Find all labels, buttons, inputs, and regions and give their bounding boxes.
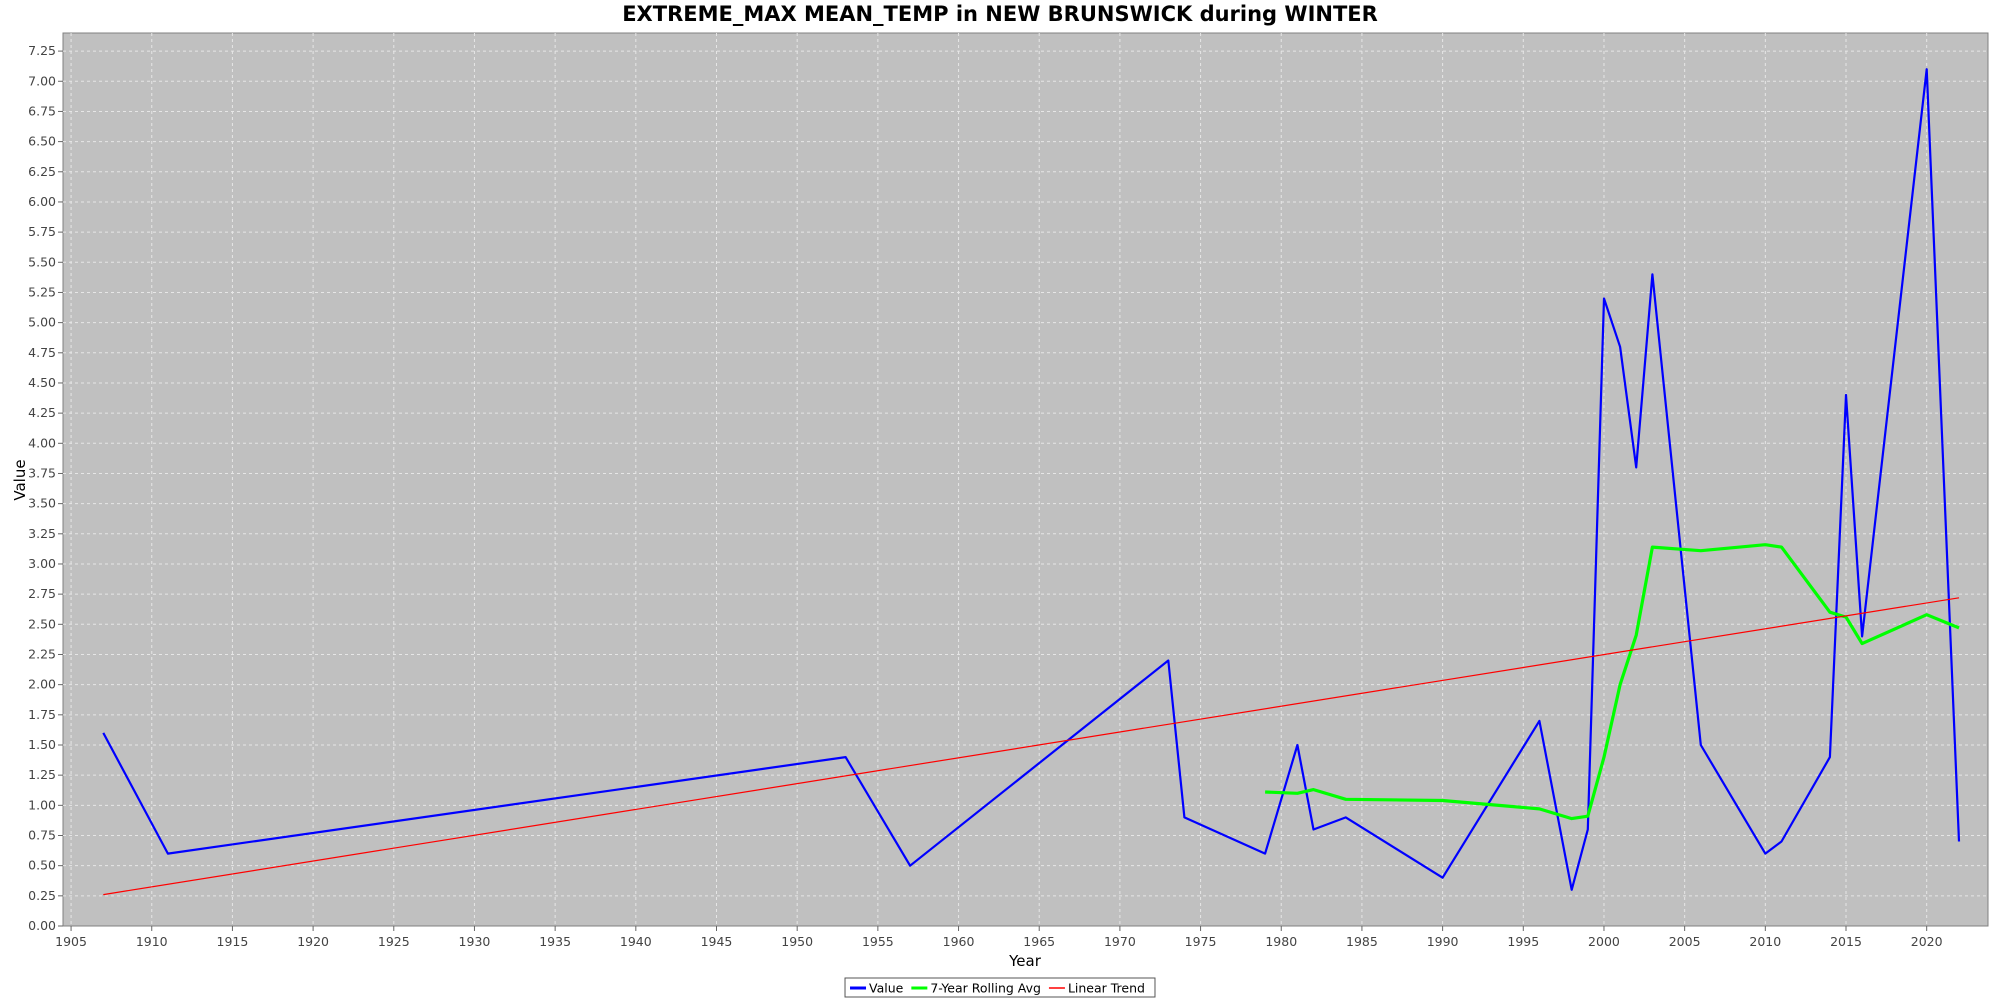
series-line-0 (102, 68, 1961, 891)
y-tick-label: 5.00 (28, 315, 56, 330)
y-tick-label: 1.75 (28, 707, 56, 722)
plot-area (62, 32, 1989, 927)
x-tick-label: 1960 (943, 934, 975, 949)
y-tick-label: 4.25 (28, 405, 56, 420)
y-tick-label: 0.25 (28, 888, 56, 903)
x-tick-label: 1940 (620, 934, 652, 949)
x-tick-label: 1995 (1507, 934, 1539, 949)
y-tick-label: 6.00 (28, 194, 56, 209)
x-tick-label: 1985 (1346, 934, 1378, 949)
y-tick-label: 7.00 (28, 73, 56, 88)
x-tick-label: 1970 (1104, 934, 1136, 949)
y-tick-label: 3.00 (28, 556, 56, 571)
x-tick-label: 2005 (1669, 934, 1701, 949)
y-tick-label: 1.50 (28, 737, 56, 752)
x-tick-label: 1920 (297, 934, 329, 949)
y-tick-label: 0.50 (28, 858, 56, 873)
x-tick-label: 1955 (862, 934, 894, 949)
legend: Value 7-Year Rolling Avg Linear Trend (844, 977, 1156, 998)
legend-label: 7-Year Rolling Avg (930, 981, 1041, 996)
y-tick-label: 3.25 (28, 526, 56, 541)
x-axis-label: Year (1008, 952, 1042, 970)
x-tick-label: 2020 (1911, 934, 1943, 949)
y-tick-label: 1.00 (28, 797, 56, 812)
y-tick-label: 5.25 (28, 284, 56, 299)
y-tick-label: 3.75 (28, 465, 56, 480)
legend-items: Value 7-Year Rolling Avg Linear Trend (850, 981, 1145, 996)
y-tick-label: 2.25 (28, 646, 56, 661)
x-tick-label: 1935 (539, 934, 571, 949)
y-tick-label: 2.50 (28, 616, 56, 631)
x-tick-label: 1910 (136, 934, 168, 949)
y-tick-label: 3.50 (28, 496, 56, 511)
x-tick-label: 1950 (781, 934, 813, 949)
x-tick-label: 1905 (55, 934, 87, 949)
legend-box (844, 977, 1156, 998)
x-tick-label: 1930 (459, 934, 491, 949)
grid-lines (63, 33, 1988, 926)
x-tick-label: 2010 (1749, 934, 1781, 949)
y-tick-label: 4.50 (28, 375, 56, 390)
x-tick-label: 1990 (1427, 934, 1459, 949)
legend-label: Value (869, 981, 904, 996)
y-tick-label: 2.00 (28, 677, 56, 692)
y-tick-label: 0.75 (28, 827, 56, 842)
y-tick-label: 7.25 (28, 43, 56, 58)
x-tick-label: 2015 (1830, 934, 1862, 949)
y-tick-label: 1.25 (28, 767, 56, 782)
y-tick-label: 4.00 (28, 435, 56, 450)
y-tick-label: 5.50 (28, 254, 56, 269)
axes: 0.00 0.25 0.50 0.75 1.00 1.25 1.50 1.75 2.00 2.25… (28, 43, 1942, 949)
y-tick-label: 6.25 (28, 164, 56, 179)
x-tick-label: 1965 (1023, 934, 1055, 949)
series-lines (102, 68, 1961, 896)
y-tick-label: 0.00 (28, 918, 56, 933)
x-tick-label: 1945 (701, 934, 733, 949)
x-tick-label: 1975 (1185, 934, 1217, 949)
y-tick-label: 6.50 (28, 134, 56, 149)
y-axis-label: Value (11, 459, 29, 500)
series-line-2 (103, 597, 1960, 896)
x-tick-label: 1980 (1265, 934, 1297, 949)
y-tick-label: 6.75 (28, 103, 56, 118)
chart-title: EXTREME_MAX MEAN_TEMP in NEW BRUNSWICK d… (622, 2, 1378, 26)
x-tick-label: 1915 (217, 934, 249, 949)
y-tick-label: 5.75 (28, 224, 56, 239)
legend-label: Linear Trend (1068, 981, 1145, 996)
x-tick-label: 2000 (1588, 934, 1620, 949)
y-tick-label: 2.75 (28, 586, 56, 601)
x-tick-label: 1925 (378, 934, 410, 949)
y-tick-label: 4.75 (28, 345, 56, 360)
